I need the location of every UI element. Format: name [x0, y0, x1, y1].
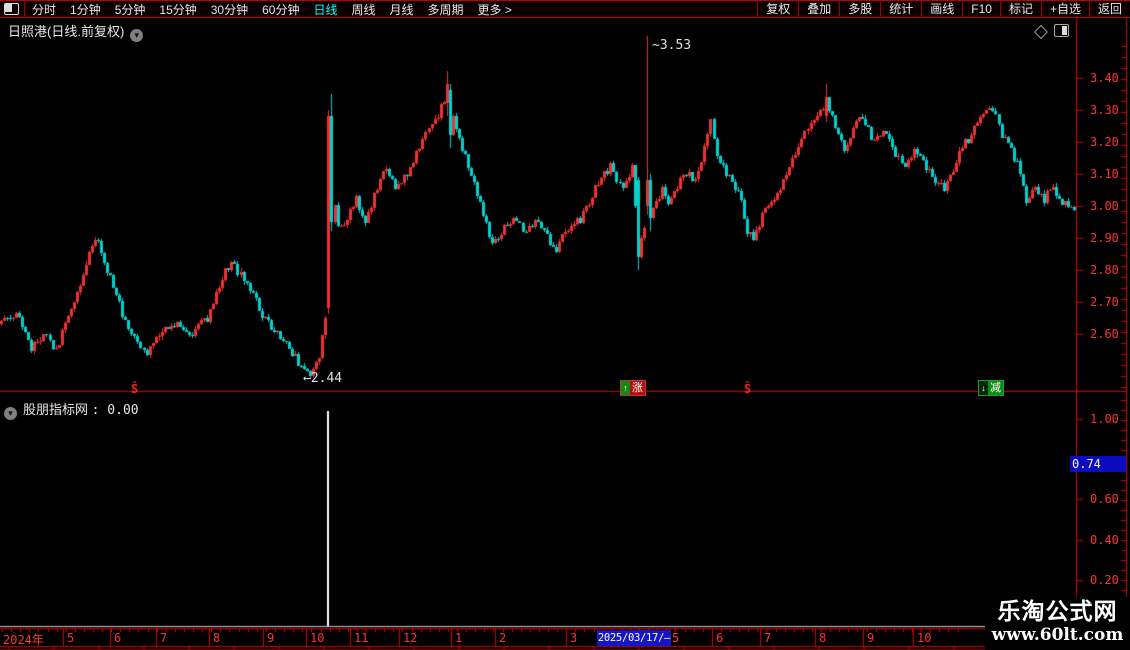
time-axis-month-label: 7	[160, 631, 168, 645]
toolbar-period-1[interactable]: 1分钟	[70, 2, 101, 17]
toolbar-period-10[interactable]: 更多 >	[477, 2, 512, 17]
time-axis-month-label: 10	[917, 631, 932, 645]
time-axis-month-label: 5	[67, 631, 75, 645]
layout-panel-icon[interactable]	[4, 3, 19, 15]
time-axis-month-label: 7	[764, 631, 772, 645]
toolbar-button-6[interactable]: 标记	[999, 2, 1041, 16]
watermark-site-url: www.60lt.com	[991, 625, 1124, 645]
price-tick-label: 3.30	[1090, 103, 1119, 117]
indicator-cursor-value-box: 0.74	[1070, 456, 1126, 472]
toolbar-period-7[interactable]: 周线	[351, 2, 376, 17]
price-tick-label: 3.00	[1090, 199, 1119, 213]
time-axis-month-label: 2	[499, 631, 507, 645]
price-tick-label: 3.20	[1090, 135, 1119, 149]
toolbar-button-7[interactable]: +自选	[1040, 2, 1089, 16]
time-axis-month-label: 6	[114, 631, 122, 645]
indicator-tick-label: 0.60	[1090, 492, 1119, 506]
toolbar-divider	[24, 2, 25, 16]
price-tick-label: 2.60	[1090, 327, 1119, 341]
rise-badge-label: 涨	[630, 381, 645, 395]
price-tick-label: 2.90	[1090, 231, 1119, 245]
toolbar-button-1[interactable]: 叠加	[798, 2, 839, 16]
time-axis-year-label: 2024年	[3, 633, 44, 647]
indicator-value: : 0.00	[91, 403, 139, 418]
period-tabs: 分时 1分钟 5分钟 15分钟 30分钟 60分钟 日线 周线 月线 多周期 更多 >	[25, 1, 519, 18]
time-axis-month-label: 10	[310, 631, 325, 645]
chart-title-row: 日照港(日线.前复权) ▾	[8, 21, 144, 42]
rise-badge: ↑ 涨	[620, 380, 646, 396]
time-axis-month-label: 1	[455, 631, 463, 645]
indicator-tick-label: 0.40	[1090, 533, 1119, 547]
toolbar-period-4[interactable]: 30分钟	[210, 2, 249, 17]
time-axis-month-label: 9	[867, 631, 875, 645]
high-price-annotation: ~3.53	[652, 38, 692, 53]
highlighted-date-box: 2025/03/17/—	[597, 630, 671, 646]
toolbar-right-buttons: 复权 叠加 多股 统计 画线 F10 标记 +自选 返回	[757, 1, 1130, 17]
chevron-down-icon[interactable]: ▾	[4, 407, 17, 420]
toolbar-period-6[interactable]: 日线	[313, 2, 338, 17]
toolbar-button-3[interactable]: 统计	[880, 2, 921, 16]
time-axis-month-label: 5	[672, 631, 680, 645]
toolbar-period-5[interactable]: 60分钟	[262, 2, 300, 17]
price-tick-label: 2.80	[1090, 263, 1119, 277]
price-tick-label: 2.70	[1090, 295, 1119, 309]
split-panel-icon[interactable]	[1054, 24, 1069, 37]
toolbar-button-5[interactable]: F10	[962, 2, 1000, 16]
time-axis-month-label: 3	[570, 631, 578, 645]
indicator-name: 股朋指标网	[23, 402, 89, 417]
time-axis-month-label: 6	[716, 631, 724, 645]
indicator-header: ▾ 股朋指标网 : 0.00	[4, 399, 139, 420]
price-tick-label: 3.40	[1090, 71, 1119, 85]
signal-marker-s: Ŝ	[131, 382, 139, 396]
chart-title: 日照港(日线.前复权)	[8, 24, 125, 39]
fall-badge-icon: ↓	[979, 381, 988, 395]
signal-marker-s: Ŝ	[744, 382, 752, 396]
time-axis-month-label: 9	[267, 631, 275, 645]
toolbar-period-9[interactable]: 多周期	[427, 2, 464, 17]
watermark-site-name: 乐淘公式网	[997, 598, 1118, 624]
toolbar-period-0[interactable]: 分时	[32, 2, 57, 17]
low-price-annotation: ←2.44	[303, 371, 343, 386]
time-axis-month-label: 12	[403, 631, 418, 645]
toolbar-period-8[interactable]: 月线	[389, 2, 414, 17]
fall-badge-label: 减	[988, 381, 1003, 395]
time-axis-month-label: 8	[819, 631, 827, 645]
fall-badge: ↓ 减	[978, 380, 1004, 396]
toolbar-button-0[interactable]: 复权	[757, 2, 798, 16]
watermark: 乐淘公式网 www.60lt.com	[985, 597, 1130, 650]
price-tick-label: 3.10	[1090, 167, 1119, 181]
top-toolbar: 分时 1分钟 5分钟 15分钟 30分钟 60分钟 日线 周线 月线 多周期 更多 > 复权 叠加 多股…	[0, 0, 1130, 18]
toolbar-button-8[interactable]: 返回	[1088, 2, 1130, 16]
rise-badge-icon: ↑	[621, 381, 630, 395]
toolbar-period-3[interactable]: 15分钟	[159, 2, 197, 17]
indicator-tick-label: 1.00	[1090, 412, 1119, 426]
time-axis-month-label: 8	[213, 631, 221, 645]
indicator-tick-label: 0.20	[1090, 573, 1119, 587]
time-axis-month-label: 11	[354, 631, 369, 645]
toolbar-period-2[interactable]: 5分钟	[114, 2, 146, 17]
toolbar-button-4[interactable]: 画线	[921, 2, 962, 16]
toolbar-button-2[interactable]: 多股	[839, 2, 880, 16]
chevron-down-icon[interactable]: ▾	[130, 29, 144, 42]
